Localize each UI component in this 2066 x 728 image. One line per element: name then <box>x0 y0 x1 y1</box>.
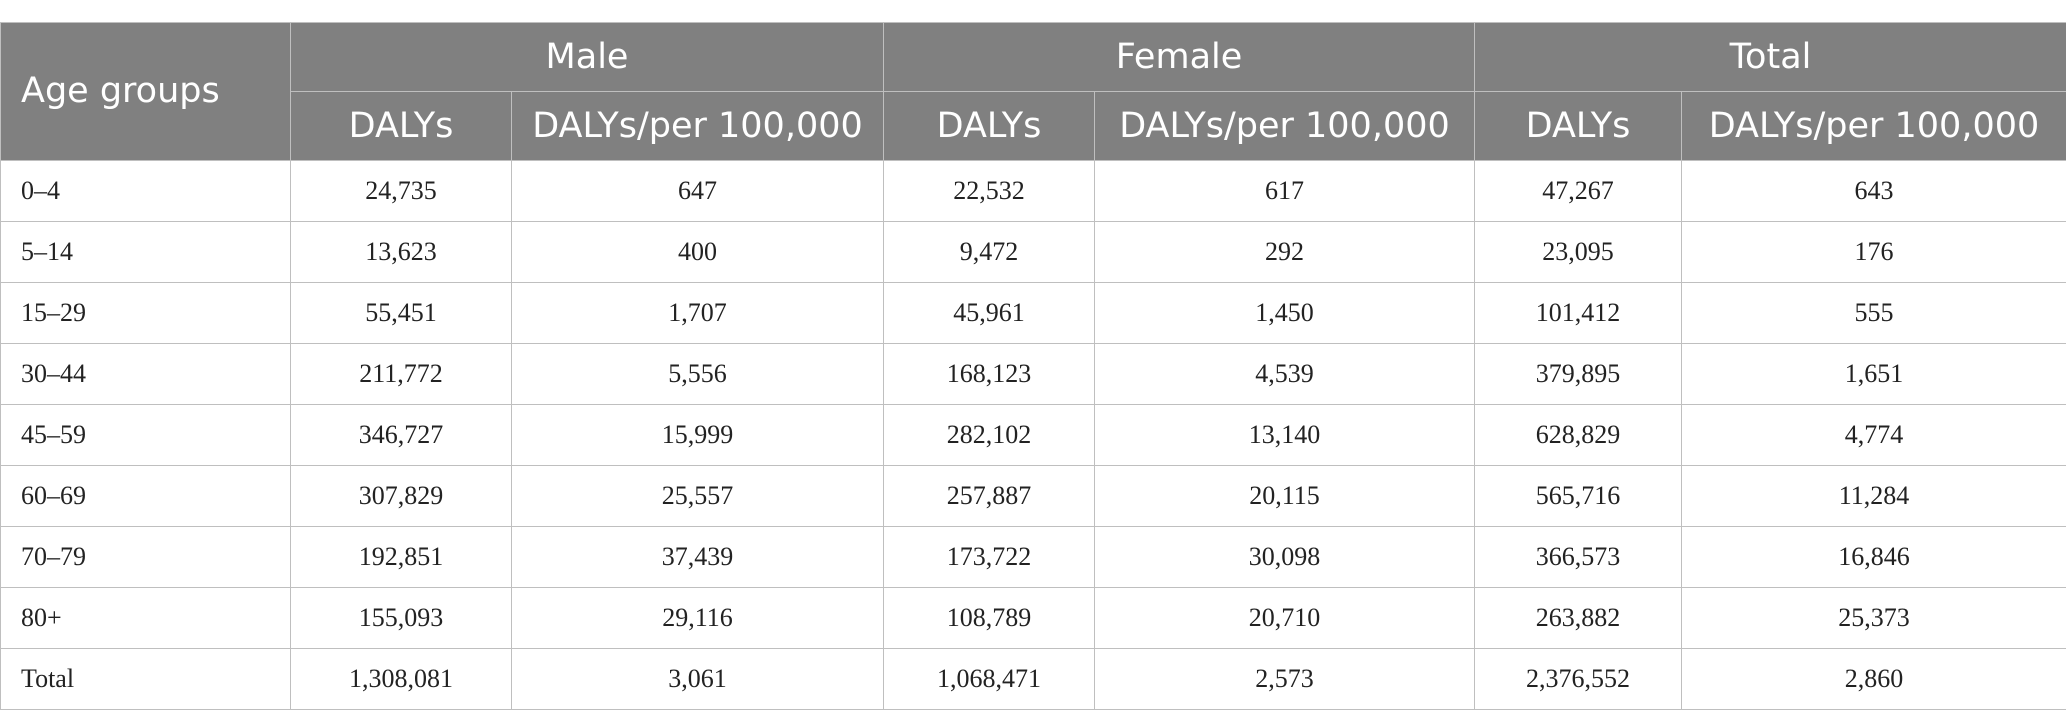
cell-total-dalys-per-100000: 643 <box>1681 160 2066 222</box>
header-male-dalys: DALYs <box>290 91 512 161</box>
cell-female-dalys-per-100000: 20,115 <box>1094 465 1475 527</box>
table-header: Age groups Male Female Total DALYs DALYs… <box>0 22 2066 161</box>
cell-total-dalys-per-100000: 555 <box>1681 282 2066 344</box>
dalys-table: Age groups Male Female Total DALYs DALYs… <box>0 22 2066 710</box>
header-row-subcolumns: DALYs DALYs/per 100,000 DALYs DALYs/per … <box>1 91 2066 161</box>
cell-total-dalys: 101,412 <box>1474 282 1682 344</box>
cell-male-dalys: 211,772 <box>290 343 512 405</box>
cell-age-group: 70–79 <box>0 526 291 588</box>
cell-total-dalys: 23,095 <box>1474 221 1682 283</box>
cell-total-dalys-per-100000: 2,860 <box>1681 648 2066 710</box>
table-row: 60–69 307,829 25,557 257,887 20,115 565,716 11… <box>0 465 2066 527</box>
cell-female-dalys-per-100000: 13,140 <box>1094 404 1475 466</box>
cell-age-group: 30–44 <box>0 343 291 405</box>
cell-total-dalys: 2,376,552 <box>1474 648 1682 710</box>
cell-total-dalys: 628,829 <box>1474 404 1682 466</box>
cell-male-dalys: 307,829 <box>290 465 512 527</box>
header-total-dalys-per-100000: DALYs/per 100,000 <box>1681 91 2066 161</box>
cell-male-dalys-per-100000: 25,557 <box>511 465 884 527</box>
cell-male-dalys: 13,623 <box>290 221 512 283</box>
table-body: 0–4 24,735 647 22,532 617 47,267 643 5–14 13,623… <box>0 160 2066 710</box>
cell-female-dalys-per-100000: 30,098 <box>1094 526 1475 588</box>
cell-total-dalys: 263,882 <box>1474 587 1682 649</box>
header-female-dalys: DALYs <box>883 91 1095 161</box>
cell-total-dalys: 47,267 <box>1474 160 1682 222</box>
cell-male-dalys: 346,727 <box>290 404 512 466</box>
cell-female-dalys-per-100000: 2,573 <box>1094 648 1475 710</box>
cell-female-dalys-per-100000: 617 <box>1094 160 1475 222</box>
table-row: 70–79 192,851 37,439 173,722 30,098 366,573 16… <box>0 526 2066 588</box>
cell-female-dalys: 168,123 <box>883 343 1095 405</box>
table-row: Total 1,308,081 3,061 1,068,471 2,573 2,376,5… <box>0 648 2066 710</box>
cell-age-group: 45–59 <box>0 404 291 466</box>
cell-female-dalys: 9,472 <box>883 221 1095 283</box>
cell-male-dalys: 192,851 <box>290 526 512 588</box>
cell-age-group: 5–14 <box>0 221 291 283</box>
cell-male-dalys: 24,735 <box>290 160 512 222</box>
cell-male-dalys-per-100000: 37,439 <box>511 526 884 588</box>
cell-female-dalys: 282,102 <box>883 404 1095 466</box>
cell-male-dalys: 155,093 <box>290 587 512 649</box>
cell-female-dalys: 108,789 <box>883 587 1095 649</box>
cell-male-dalys: 1,308,081 <box>290 648 512 710</box>
cell-male-dalys-per-100000: 647 <box>511 160 884 222</box>
cell-age-group: 60–69 <box>0 465 291 527</box>
cell-total-dalys-per-100000: 11,284 <box>1681 465 2066 527</box>
cell-female-dalys-per-100000: 20,710 <box>1094 587 1475 649</box>
table-row: 30–44 211,772 5,556 168,123 4,539 379,895 1,65… <box>0 343 2066 405</box>
table-row: 45–59 346,727 15,999 282,102 13,140 628,829 4,… <box>0 404 2066 466</box>
table-row: 5–14 13,623 400 9,472 292 23,095 176 <box>0 221 2066 283</box>
cell-total-dalys: 379,895 <box>1474 343 1682 405</box>
header-total-dalys: DALYs <box>1474 91 1682 161</box>
header-male-dalys-per-100000: DALYs/per 100,000 <box>511 91 884 161</box>
cell-female-dalys-per-100000: 292 <box>1094 221 1475 283</box>
header-group-total: Total <box>1474 22 2066 92</box>
table-row: 80+ 155,093 29,116 108,789 20,710 263,882 25,3… <box>0 587 2066 649</box>
header-group-female: Female <box>883 22 1475 92</box>
header-row-groups: Age groups Male Female Total <box>0 22 2066 161</box>
cell-male-dalys-per-100000: 29,116 <box>511 587 884 649</box>
cell-total-dalys-per-100000: 25,373 <box>1681 587 2066 649</box>
cell-female-dalys: 173,722 <box>883 526 1095 588</box>
cell-male-dalys-per-100000: 400 <box>511 221 884 283</box>
cell-male-dalys-per-100000: 1,707 <box>511 282 884 344</box>
cell-female-dalys: 257,887 <box>883 465 1095 527</box>
cell-age-group: 15–29 <box>0 282 291 344</box>
cell-female-dalys: 45,961 <box>883 282 1095 344</box>
cell-total-dalys: 366,573 <box>1474 526 1682 588</box>
cell-total-dalys-per-100000: 16,846 <box>1681 526 2066 588</box>
cell-male-dalys-per-100000: 3,061 <box>511 648 884 710</box>
cell-age-group: 80+ <box>0 587 291 649</box>
cell-age-group: Total <box>0 648 291 710</box>
cell-total-dalys-per-100000: 1,651 <box>1681 343 2066 405</box>
cell-age-group: 0–4 <box>0 160 291 222</box>
cell-male-dalys-per-100000: 5,556 <box>511 343 884 405</box>
cell-total-dalys: 565,716 <box>1474 465 1682 527</box>
cell-female-dalys: 22,532 <box>883 160 1095 222</box>
cell-male-dalys-per-100000: 15,999 <box>511 404 884 466</box>
dalys-table-container: Age groups Male Female Total DALYs DALYs… <box>0 22 2066 710</box>
header-female-dalys-per-100000: DALYs/per 100,000 <box>1094 91 1475 161</box>
header-age-groups: Age groups <box>0 22 291 161</box>
cell-female-dalys-per-100000: 1,450 <box>1094 282 1475 344</box>
cell-female-dalys-per-100000: 4,539 <box>1094 343 1475 405</box>
cell-total-dalys-per-100000: 176 <box>1681 221 2066 283</box>
table-row: 15–29 55,451 1,707 45,961 1,450 101,412 555 <box>0 282 2066 344</box>
table-row: 0–4 24,735 647 22,532 617 47,267 643 <box>0 160 2066 222</box>
cell-male-dalys: 55,451 <box>290 282 512 344</box>
header-group-male: Male <box>290 22 884 92</box>
cell-total-dalys-per-100000: 4,774 <box>1681 404 2066 466</box>
cell-female-dalys: 1,068,471 <box>883 648 1095 710</box>
